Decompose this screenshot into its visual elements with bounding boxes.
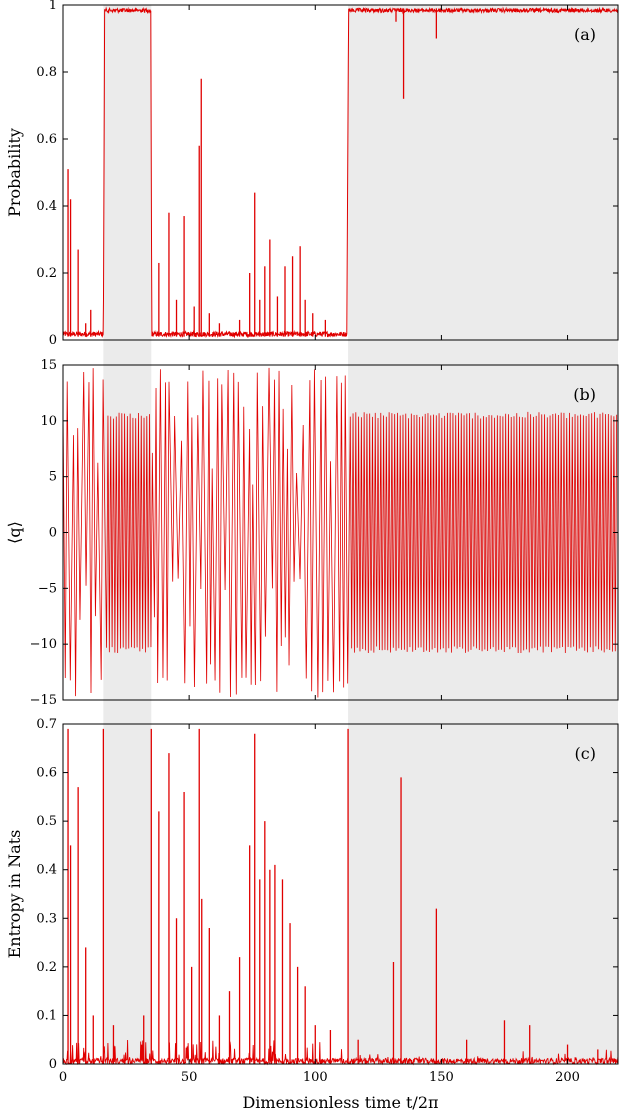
x-axis-label: Dimensionless time t/2π (242, 1093, 438, 1112)
y-axis-label: Probability (5, 128, 24, 217)
axes-frame (62, 4, 619, 341)
axes-frame (62, 723, 619, 1065)
y-axis-label: ⟨q⟩ (5, 521, 24, 544)
y-tick-label: 1 (49, 0, 57, 13)
y-tick-label: 0 (49, 526, 57, 541)
y-tick-label: 0.1 (36, 1008, 57, 1023)
ticks (62, 4, 618, 1065)
y-tick-label: 0 (49, 1057, 57, 1072)
data-layer (62, 6, 619, 1066)
panel-label: (a) (574, 25, 596, 44)
labels: 0 0.2 0.4 0.6 0.8 1 (a) Probability −15 −10 −5 0 5 10… (5, 0, 596, 1112)
x-tick-label: 150 (429, 1070, 454, 1085)
y-tick-label: 0.2 (36, 266, 57, 281)
y-tick-label: 15 (40, 358, 57, 373)
probability-trace (62, 6, 619, 339)
x-tick-label: 100 (303, 1070, 328, 1085)
y-tick-label: 0.4 (36, 863, 57, 878)
y-tick-label: 0.2 (36, 960, 57, 975)
x-tick-label: 50 (181, 1070, 198, 1085)
y-axis-label: Entropy in Nats (5, 830, 24, 959)
q-trace (62, 367, 618, 698)
y-tick-label: 0.8 (36, 65, 57, 80)
x-tick-label: 200 (555, 1070, 580, 1085)
y-tick-label: 10 (40, 414, 57, 429)
panel-label: (b) (573, 385, 596, 404)
y-tick-label: 0.6 (36, 766, 57, 781)
y-tick-label: −10 (30, 637, 57, 652)
y-tick-label: 0 (49, 333, 57, 348)
y-tick-label: 0.7 (36, 717, 57, 732)
entropy-trace (62, 1039, 619, 1066)
panel-label: (c) (575, 744, 596, 763)
y-tick-label: −5 (38, 581, 57, 596)
y-tick-label: 5 (49, 470, 57, 485)
shaded-band-0 (103, 5, 152, 1064)
y-tick-label: 0.5 (36, 814, 57, 829)
y-tick-label: 0.3 (36, 911, 57, 926)
y-tick-label: 0.4 (36, 199, 57, 214)
y-tick-label: −15 (30, 693, 57, 708)
y-tick-label: 0.6 (36, 132, 57, 147)
x-tick-label: 0 (59, 1070, 67, 1085)
